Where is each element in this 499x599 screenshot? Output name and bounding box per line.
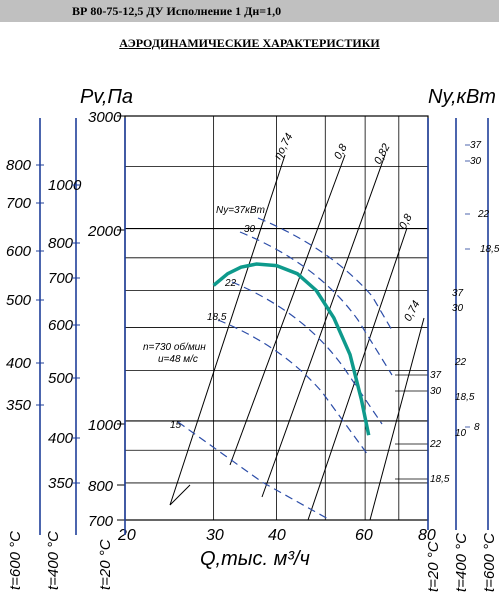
- scale-right-400-value: 22: [454, 357, 467, 368]
- scale-400-value: 1000: [48, 177, 82, 194]
- power-label: 15: [170, 420, 182, 431]
- scale-right-600-value: 22: [477, 209, 490, 220]
- scale-400-value: 600: [48, 317, 74, 334]
- scale-right-600-value: 37: [470, 140, 482, 151]
- scale-600-value: 500: [6, 292, 32, 309]
- power-curve: [231, 281, 383, 425]
- scale-600-value: 600: [6, 243, 32, 260]
- power-label-right: 30: [430, 386, 442, 397]
- power-label-right: 37: [430, 370, 442, 381]
- operating-note-speed: n=730 об/мин: [143, 341, 206, 353]
- power-curve: [239, 231, 393, 376]
- scale-right-600-value: 8: [474, 422, 480, 433]
- document-title: ВР 80-75-12,5 ДУ Исполнение 1 Дн=1,0: [72, 4, 282, 18]
- efficiency-label: ηо,74: [272, 131, 296, 161]
- x-tick-label: 80: [418, 527, 436, 544]
- scale-600-label: t=600 °C: [7, 531, 24, 590]
- power-label: 22: [224, 278, 237, 289]
- efficiency-label: 0,82: [372, 142, 393, 167]
- scale-right-600-value: 18,5: [480, 244, 499, 255]
- y-tick-label: 1000: [88, 417, 122, 434]
- scale-400-value: 700: [48, 270, 74, 287]
- scale-20-label: t=20 °C: [97, 539, 114, 590]
- y-axis-title-right: Ny,кВт: [428, 86, 496, 108]
- side-scales: 800 700 600 500 400 350 1000 800 700 600 500 400 350…: [6, 118, 499, 592]
- efficiency-boundary: [169, 484, 191, 506]
- x-axis-title: Q,тыс. м³/ч: [200, 548, 310, 570]
- scale-600-value: 700: [6, 195, 32, 212]
- chart-subtitle: АЭРОДИНАМИЧЕСКИЕ ХАРАКТЕРИСТИКИ: [119, 36, 380, 50]
- efficiency-line: [261, 154, 386, 498]
- power-label-right: 22: [429, 439, 442, 450]
- efficiency-line: [369, 317, 425, 521]
- scale-right-600-value: 30: [470, 156, 482, 167]
- scale-right-400-value: 18,5: [455, 392, 475, 403]
- x-tick-label: 40: [268, 527, 286, 544]
- x-tick-label: 60: [355, 527, 373, 544]
- scale-right-400-value: 10: [455, 428, 467, 439]
- efficiency-label: 0,8: [332, 141, 350, 161]
- chart-labels: Pv,Па Ny,кВт Q,тыс. м³/ч 700 800 1000 2000 3000…: [80, 86, 496, 570]
- power-curve: [257, 217, 394, 333]
- scale-400-value: 400: [48, 430, 74, 447]
- scale-400-value: 500: [48, 370, 74, 387]
- scale-right-400-value: 30: [452, 303, 464, 314]
- x-tick-label: 20: [117, 527, 136, 544]
- efficiency-line: [229, 154, 346, 466]
- operating-note-velocity: u=48 м/с: [158, 354, 198, 365]
- power-curve: [217, 319, 369, 456]
- scale-right-600-label: t=600 °C: [481, 533, 498, 592]
- scale-400-label: t=400 °C: [45, 531, 62, 590]
- y-tick-label: 2000: [87, 223, 122, 240]
- scale-600-value: 350: [6, 397, 32, 414]
- grid: [124, 115, 429, 521]
- power-label: 30: [244, 224, 256, 235]
- scale-right-400-label: t=400 °C: [453, 533, 470, 592]
- scale-400-value: 350: [48, 475, 74, 492]
- scale-600-value: 800: [6, 157, 32, 174]
- scale-600-value: 400: [6, 355, 32, 372]
- y-tick-label: 3000: [88, 109, 122, 126]
- efficiency-line: [307, 227, 408, 521]
- scale-400-value: 800: [48, 235, 74, 252]
- efficiency-line: [169, 154, 286, 506]
- scale-right-20-label: t=20 °C: [425, 541, 442, 592]
- operating-curve: [212, 262, 371, 436]
- power-curve: [177, 421, 331, 521]
- power-label: Ny=37кВт: [216, 205, 265, 216]
- x-tick-label: 30: [206, 527, 224, 544]
- power-label: 18,5: [207, 312, 227, 323]
- efficiency-lines: [169, 154, 425, 521]
- y-tick-label: 700: [88, 513, 114, 530]
- header-bar: ВР 80-75-12,5 ДУ Исполнение 1 Дн=1,0: [0, 0, 499, 22]
- y-axis-title-left: Pv,Па: [80, 86, 133, 108]
- power-lines: [177, 217, 394, 521]
- y-tick-label: 800: [88, 478, 114, 495]
- power-label-right: 18,5: [430, 474, 450, 485]
- scale-right-400-value: 37: [452, 288, 464, 299]
- efficiency-label: 0,74: [402, 299, 423, 324]
